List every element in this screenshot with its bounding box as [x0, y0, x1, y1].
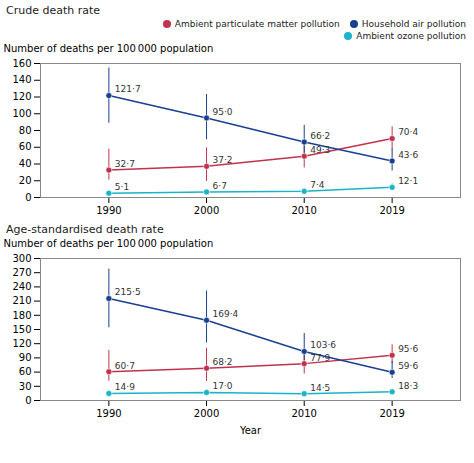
svg-text:49·3: 49·3: [310, 145, 330, 155]
svg-text:30: 30: [19, 381, 32, 392]
svg-text:120: 120: [12, 91, 31, 102]
svg-text:7·4: 7·4: [310, 180, 325, 190]
svg-text:100: 100: [12, 108, 31, 119]
svg-text:Year: Year: [239, 425, 262, 436]
svg-text:140: 140: [12, 74, 31, 85]
svg-text:32·7: 32·7: [115, 159, 135, 169]
svg-text:2010: 2010: [291, 205, 316, 216]
svg-text:12·1: 12·1: [398, 176, 418, 186]
svg-text:60: 60: [19, 366, 32, 377]
svg-text:300: 300: [12, 253, 31, 264]
svg-text:169·4: 169·4: [213, 309, 239, 319]
svg-text:160: 160: [12, 58, 31, 69]
svg-text:0: 0: [25, 395, 31, 406]
svg-text:270: 270: [12, 267, 31, 278]
html-text:Ambient particulate matter pol: Ambient particulate matter pollution: [174, 19, 340, 29]
html-text:Crude death rate: Crude death rate: [6, 4, 100, 17]
svg-text:43·6: 43·6: [398, 150, 418, 160]
html-text:Household air pollution: Household air pollution: [361, 19, 466, 29]
svg-text:14·5: 14·5: [310, 383, 330, 393]
svg-text:95·6: 95·6: [398, 344, 418, 354]
svg-text:2019: 2019: [379, 205, 404, 216]
svg-text:37·2: 37·2: [213, 155, 233, 165]
svg-text:40: 40: [19, 158, 32, 169]
svg-text:77·9: 77·9: [310, 353, 330, 363]
html-text:Ambient ozone pollution: Ambient ozone pollution: [356, 31, 466, 41]
svg-text:210: 210: [12, 295, 31, 306]
svg-text:60·7: 60·7: [115, 361, 135, 371]
svg-text:215·5: 215·5: [115, 287, 141, 297]
svg-text:59·6: 59·6: [398, 361, 418, 371]
svg-text:0: 0: [25, 192, 31, 203]
html-text:Age-standardised death rate: Age-standardised death rate: [6, 223, 164, 236]
svg-text:6·7: 6·7: [213, 181, 227, 191]
svg-text:18·3: 18·3: [398, 381, 418, 391]
svg-text:80: 80: [19, 125, 32, 136]
svg-text:2010: 2010: [291, 408, 316, 419]
svg-text:121·7: 121·7: [115, 84, 141, 94]
svg-text:2000: 2000: [194, 408, 219, 419]
svg-text:240: 240: [12, 281, 31, 292]
svg-text:2000: 2000: [194, 205, 219, 216]
svg-text:5·1: 5·1: [115, 182, 129, 192]
svg-text:180: 180: [12, 310, 31, 321]
svg-text:103·6: 103·6: [310, 340, 336, 350]
svg-text:1990: 1990: [96, 408, 121, 419]
svg-text:66·2: 66·2: [310, 131, 330, 141]
svg-text:Number of deaths per 100 000 p: Number of deaths per 100 000 population: [4, 238, 214, 249]
svg-text:1990: 1990: [96, 205, 121, 216]
svg-text:14·9: 14·9: [115, 382, 135, 392]
svg-text:17·0: 17·0: [213, 381, 233, 391]
svg-text:95·0: 95·0: [213, 107, 233, 117]
svg-text:Number of deaths per 100 000 p: Number of deaths per 100 000 population: [4, 43, 214, 54]
svg-text:150: 150: [12, 324, 31, 335]
svg-text:68·2: 68·2: [213, 357, 233, 367]
svg-text:90: 90: [19, 352, 32, 363]
svg-text:60: 60: [19, 141, 32, 152]
svg-text:70·4: 70·4: [398, 127, 418, 137]
svg-text:120: 120: [12, 338, 31, 349]
svg-text:2019: 2019: [379, 408, 404, 419]
svg-text:20: 20: [19, 175, 32, 186]
